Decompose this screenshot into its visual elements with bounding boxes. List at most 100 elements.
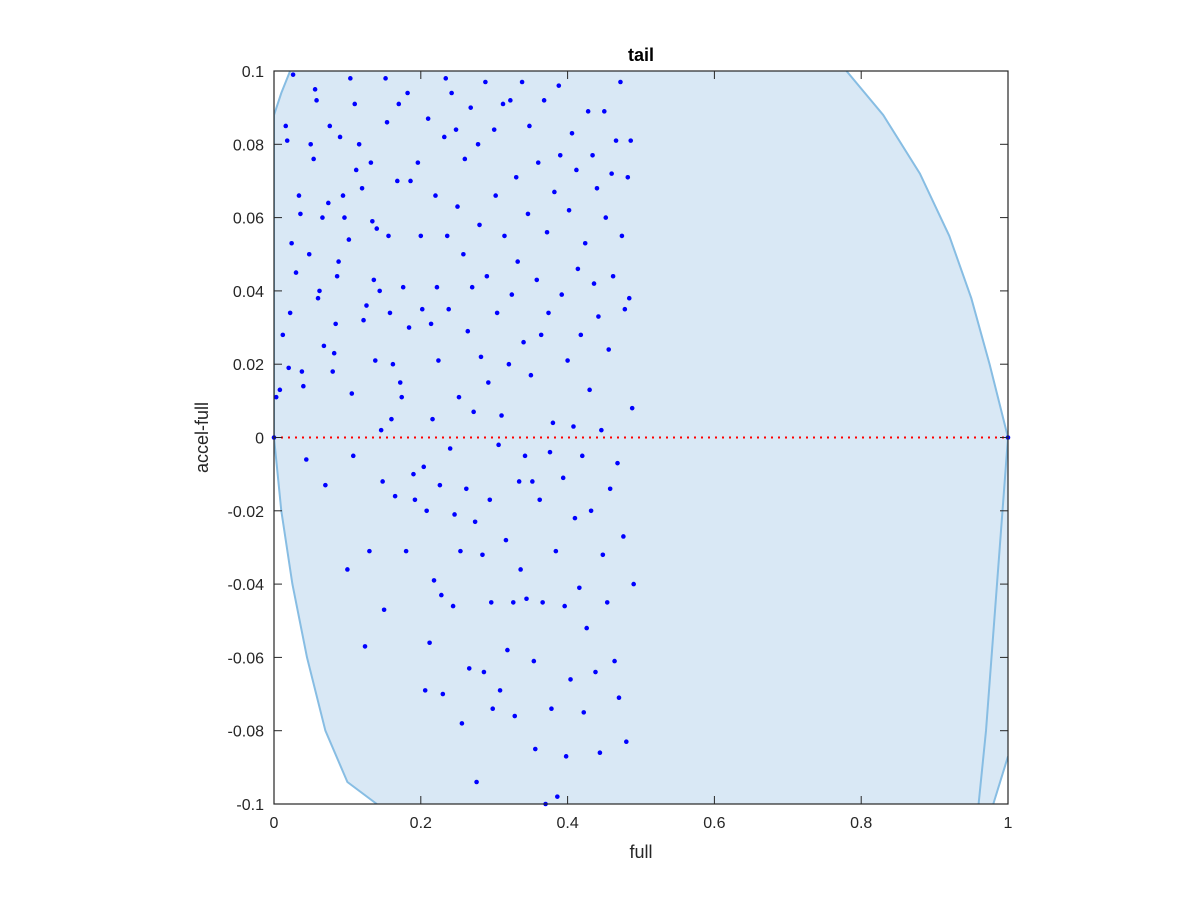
y-tick-label: -0.02 xyxy=(228,504,265,521)
data-point xyxy=(371,277,377,283)
data-point xyxy=(421,464,427,470)
data-point xyxy=(585,109,591,114)
data-point xyxy=(326,200,331,206)
data-point xyxy=(397,380,403,385)
data-point xyxy=(599,427,604,433)
data-point xyxy=(547,449,553,455)
data-point xyxy=(374,226,380,231)
data-point xyxy=(600,552,606,558)
data-point xyxy=(521,339,526,345)
data-point xyxy=(575,266,581,272)
data-point xyxy=(606,347,612,352)
data-point xyxy=(378,427,384,433)
data-point xyxy=(549,706,554,712)
data-point xyxy=(499,413,504,418)
data-point xyxy=(346,237,352,242)
data-point xyxy=(387,310,393,316)
data-point xyxy=(563,754,569,759)
data-point xyxy=(447,446,453,451)
data-point xyxy=(345,567,350,572)
data-point xyxy=(541,98,547,103)
data-point xyxy=(559,292,565,297)
data-point xyxy=(624,739,629,744)
data-point xyxy=(320,215,325,220)
data-point xyxy=(296,193,302,198)
data-point xyxy=(350,453,356,459)
data-point xyxy=(493,193,498,198)
data-point xyxy=(474,779,479,785)
y-tick-label: 0.1 xyxy=(242,64,264,81)
data-point xyxy=(615,460,620,466)
data-point xyxy=(461,251,466,257)
data-point xyxy=(505,647,510,653)
y-tick-label: -0.04 xyxy=(228,577,265,594)
data-point xyxy=(537,497,543,503)
data-point xyxy=(312,87,318,92)
data-point xyxy=(591,281,597,286)
data-point xyxy=(289,240,294,246)
data-point xyxy=(427,640,432,646)
x-tick-label: 0.8 xyxy=(850,815,872,832)
data-point xyxy=(334,273,340,279)
data-point xyxy=(518,567,523,572)
data-point xyxy=(277,387,283,393)
data-point xyxy=(574,167,579,173)
data-point xyxy=(596,314,601,319)
data-point xyxy=(553,548,559,554)
data-point xyxy=(629,405,635,411)
region-edge-upper-left xyxy=(274,71,292,438)
data-point xyxy=(626,295,632,301)
data-point xyxy=(415,160,421,165)
data-point xyxy=(317,288,322,294)
data-point xyxy=(556,83,562,88)
data-point xyxy=(336,259,341,264)
data-point xyxy=(581,710,587,715)
data-point xyxy=(622,306,628,312)
data-point xyxy=(487,497,493,503)
data-point xyxy=(582,240,588,246)
data-point xyxy=(525,211,531,217)
data-point xyxy=(500,101,506,107)
data-point xyxy=(273,394,279,400)
data-point xyxy=(403,548,409,554)
data-point xyxy=(389,416,394,422)
y-tick-label: 0.02 xyxy=(233,357,264,374)
data-point xyxy=(450,603,456,609)
data-point xyxy=(522,453,528,459)
x-tick-label: 0.6 xyxy=(703,815,725,832)
data-point xyxy=(340,193,346,198)
data-point xyxy=(478,354,484,360)
data-point xyxy=(481,669,487,675)
data-point xyxy=(396,101,402,107)
data-point xyxy=(353,167,359,173)
data-point xyxy=(290,72,296,77)
data-point xyxy=(502,233,507,239)
data-point xyxy=(348,76,353,81)
y-tick-label: -0.06 xyxy=(228,650,265,667)
data-point xyxy=(390,361,396,367)
data-point xyxy=(483,79,488,85)
data-point xyxy=(465,328,471,334)
y-tick-label: -0.1 xyxy=(236,797,264,814)
data-point xyxy=(609,171,614,176)
data-point xyxy=(455,204,460,209)
data-point xyxy=(584,625,589,631)
data-point xyxy=(424,508,429,514)
y-tick-label: 0.06 xyxy=(233,211,264,228)
data-point xyxy=(594,185,600,191)
x-tick-label: 0.2 xyxy=(410,815,432,832)
data-point xyxy=(381,607,387,613)
data-point xyxy=(330,369,336,374)
data-point xyxy=(628,138,634,143)
data-point xyxy=(552,189,557,195)
data-point xyxy=(466,666,472,671)
data-point xyxy=(298,211,303,217)
data-point xyxy=(618,79,623,85)
data-point xyxy=(352,101,358,107)
data-point xyxy=(519,79,525,85)
data-point xyxy=(331,350,337,356)
region-edge-corner xyxy=(992,756,1008,804)
data-point xyxy=(497,688,503,693)
data-point xyxy=(607,486,613,492)
data-point xyxy=(372,358,378,363)
